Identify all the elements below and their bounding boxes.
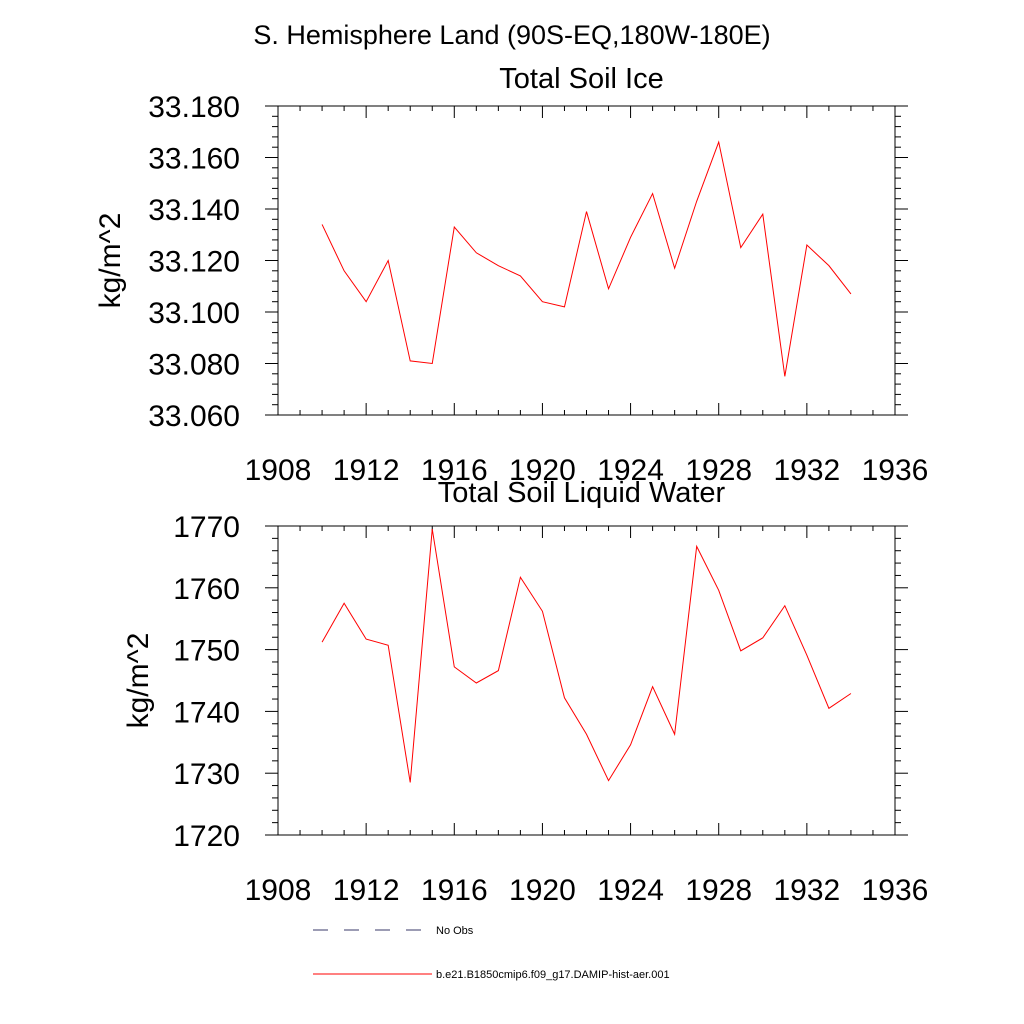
x-tick-label: 1912: [333, 874, 400, 907]
panel-total-soil-liquid-water: Total Soil Liquid Water 1908 1912 1916 1920 1…: [122, 477, 928, 907]
panel-title: Total Soil Liquid Water: [438, 477, 726, 509]
x-tick-label: 1928: [685, 874, 752, 907]
plot-frame: [277, 525, 896, 836]
y-tick-label: 1770: [173, 511, 240, 544]
x-tick-label: 1920: [509, 454, 576, 487]
y-tick-label: 1760: [173, 573, 240, 606]
x-tick-label: 1936: [862, 874, 929, 907]
x-tick-label: 1912: [333, 454, 400, 487]
x-tick-label: 1924: [597, 874, 664, 907]
x-tick-label: 1932: [773, 874, 840, 907]
y-tick-label: 1730: [173, 758, 240, 791]
series-line: [321, 140, 852, 377]
legend-label-no-obs: No Obs: [436, 925, 474, 937]
series-line: [321, 529, 852, 783]
x-tick-label: 1908: [245, 874, 312, 907]
y-axis-label: kg/m^2: [94, 213, 127, 309]
x-tick-label: 1916: [421, 874, 488, 907]
y-tick-label: 33.140: [148, 194, 240, 227]
x-tick-label: 1920: [509, 874, 576, 907]
x-tick-label: 1936: [862, 454, 929, 487]
y-tick-label: 1740: [173, 696, 240, 729]
x-tick-label: 1916: [421, 454, 488, 487]
y-tick-label: 1720: [173, 820, 240, 853]
plot-frame: [277, 105, 896, 416]
y-tick-label: 33.180: [148, 91, 240, 124]
y-tick-label: 1750: [173, 635, 240, 668]
y-tick-label: 33.100: [148, 297, 240, 330]
panel-total-soil-ice: Total Soil Ice 1908 1912 1916 1920 1924 1928 19…: [94, 63, 928, 487]
x-tick-label: 1932: [773, 454, 840, 487]
y-tick-label: 33.060: [148, 400, 240, 433]
legend-label-series: b.e21.B1850cmip6.f09_g17.DAMIP-hist-aer.…: [436, 969, 670, 981]
x-tick-label: 1928: [685, 454, 752, 487]
y-tick-label: 33.160: [148, 143, 240, 176]
figure-title: S. Hemisphere Land (90S-EQ,180W-180E): [253, 20, 770, 50]
legend: No Obs b.e21.B1850cmip6.f09_g17.DAMIP-hi…: [313, 925, 670, 981]
y-axis-label: kg/m^2: [122, 633, 155, 729]
x-tick-label: 1924: [597, 454, 664, 487]
x-tick-label: 1908: [245, 454, 312, 487]
y-tick-label: 33.120: [148, 246, 240, 279]
y-tick-label: 33.080: [148, 349, 240, 382]
panel-title: Total Soil Ice: [499, 63, 663, 95]
